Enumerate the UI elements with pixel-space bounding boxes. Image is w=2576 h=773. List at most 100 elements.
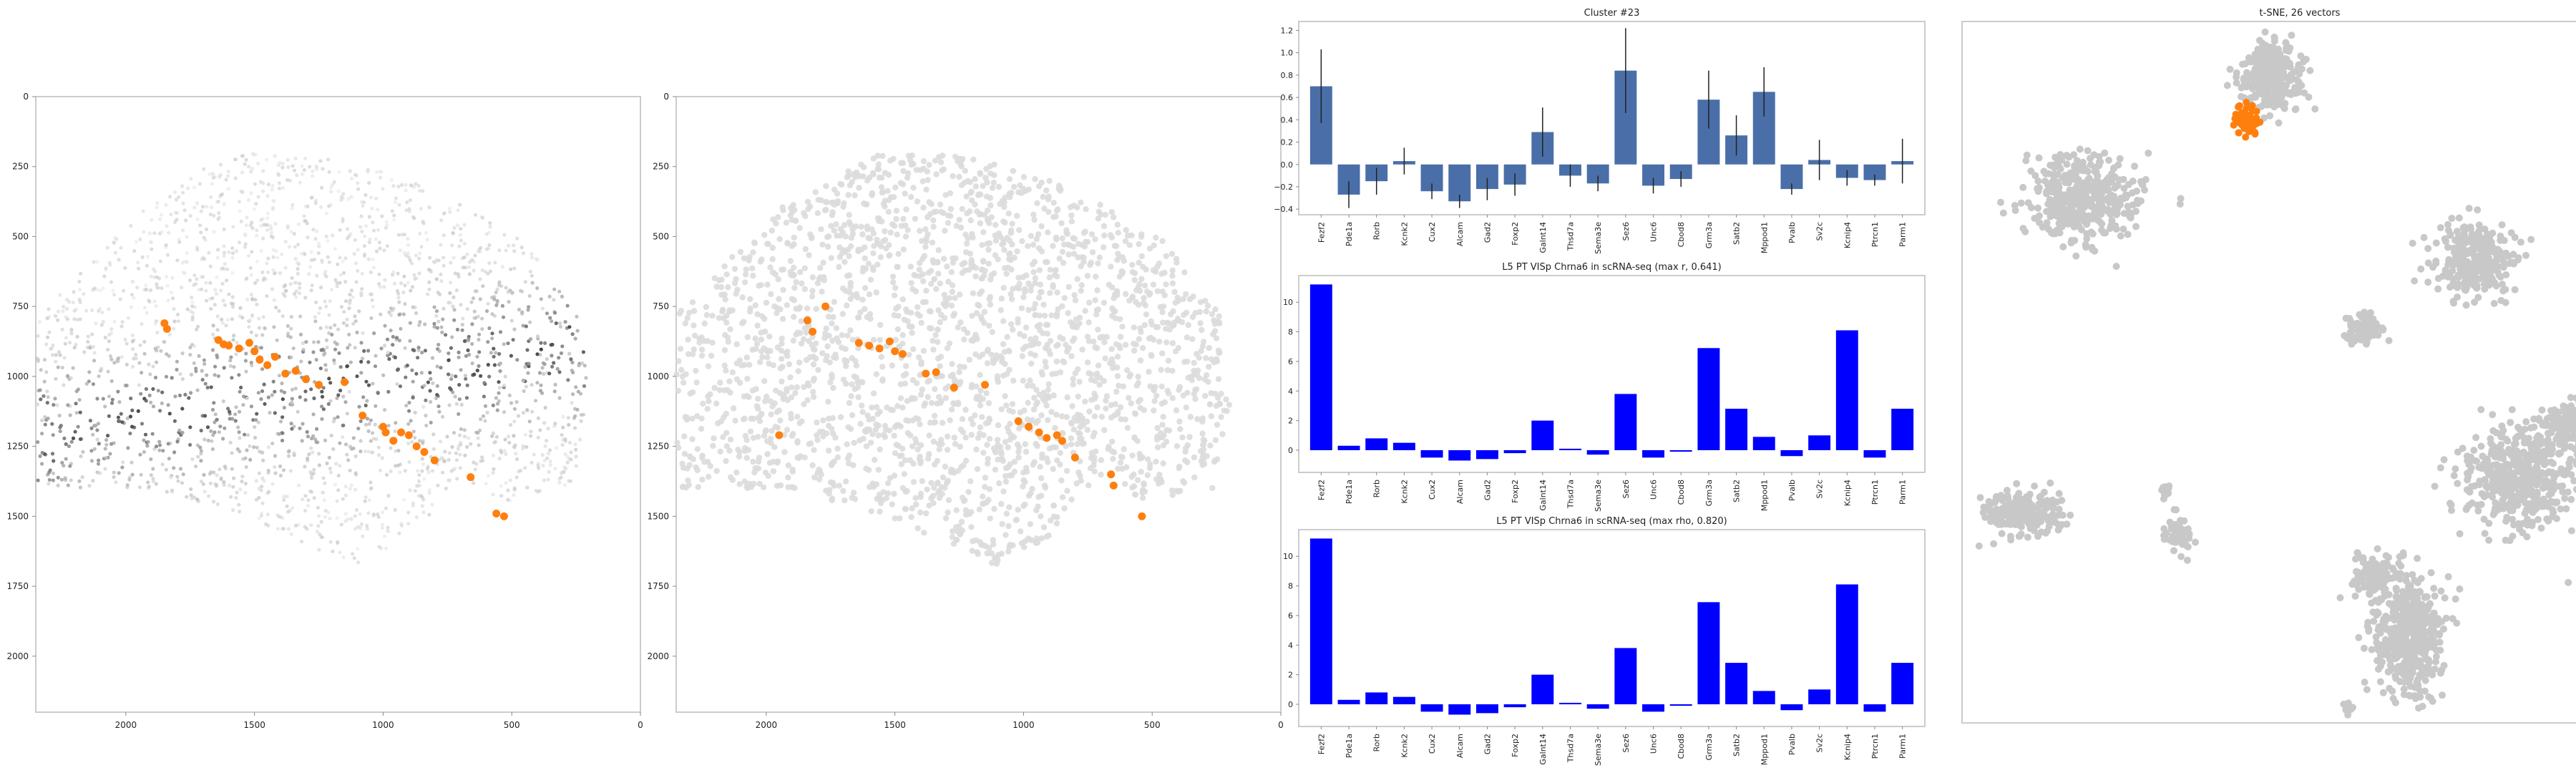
tissue-cell [1176,384,1184,390]
tissue-cell [155,201,160,205]
tissue-cell [840,247,847,253]
tissue-cell [1129,268,1136,276]
tissue-cell [1088,231,1096,238]
highlight-cell [1070,453,1079,462]
tissue-cell [189,487,193,492]
tissue-cell [804,305,811,311]
tissue-cell [435,364,439,369]
tissue-cell [166,403,170,407]
tissue-cell [1112,308,1118,315]
tissue-cell [1214,456,1221,462]
tissue-cell [899,404,906,411]
tissue-cell [820,259,826,266]
tissue-cell [1223,396,1229,403]
category-label: Sv2c [1815,734,1825,753]
tissue-cell [308,165,312,169]
tissue-cell [300,164,304,168]
tissue-cell [345,452,349,457]
tissue-cell [921,253,928,259]
tissue-cell [514,452,518,456]
tissue-cell [700,400,706,407]
tissue-cell [870,336,877,343]
category-label: Mppod1 [1760,734,1769,765]
tissue-cell [1156,339,1163,345]
tissue-cell [1088,449,1096,456]
tissue-cell [226,174,230,178]
tissue-cell [109,327,114,331]
tissue-cell [497,380,501,384]
tissue-cell [945,383,952,390]
tissue-cell [557,321,562,326]
tissue-cell [306,498,311,502]
bar [1752,437,1775,450]
tissue-cell [292,168,297,172]
tissue-cell [224,324,228,328]
tissue-cell [1090,433,1097,439]
tissue-cell [953,507,960,513]
category-label: Cbod8 [1677,734,1686,759]
category-label: Ptrcn1 [1870,222,1880,247]
tissue-cell [1129,452,1136,459]
tissue-cell [71,436,76,441]
tissue-cell [1205,379,1211,385]
tissue-cell [248,223,253,228]
tissue-cell [1061,359,1068,366]
tissue-cell [309,490,313,494]
tissue-cell [188,425,192,429]
tissue-cell [385,223,389,228]
tissue-cell [725,284,731,291]
tissue-cell [55,403,59,407]
tissue-cell [1011,468,1018,475]
tissue-cell [336,540,340,544]
tissue-cell [1025,280,1032,287]
tissue-cell [213,412,218,417]
tissue-cell [512,243,516,248]
tissue-cell [754,322,761,329]
highlight-cell [1058,437,1066,445]
tissue-cell [1123,367,1131,374]
tissue-cell [373,364,378,369]
tissue-cell [220,281,225,286]
tissue-cell [502,410,507,414]
tissue-cell [469,300,474,304]
highlight-cell [281,369,290,378]
tissue-cell [944,433,951,440]
tissue-cell [39,397,43,402]
highlight-cell [932,368,940,376]
tissue-cell [829,495,836,502]
tissue-cell [266,256,270,261]
tissue-cell [128,414,132,419]
tissue-cell [215,328,220,332]
tissue-cell [397,531,401,535]
tissue-cell [418,439,422,443]
tissue-cell [736,481,743,487]
tissue-cell [703,303,710,311]
category-label: Cux2 [1428,222,1437,242]
category-label: Alcam [1455,222,1465,246]
tissue-cell [932,386,938,392]
tissue-cell [861,200,867,207]
y-tick-label: 250 [653,162,669,172]
tissue-cell [942,394,950,402]
tissue-cell [746,394,752,401]
highlight-cell [412,442,421,451]
tissue-cell [273,471,278,475]
tissue-cell [199,230,203,235]
tissue-cell [367,498,371,502]
tissue-cell [420,504,424,508]
tissue-cell [674,439,680,446]
tissue-cell [345,317,349,321]
tissue-cell [180,184,185,188]
tissue-cell [522,411,526,415]
tissue-cell [61,309,65,313]
tissue-cell [1181,457,1189,464]
tissue-cell [817,265,824,271]
tissue-cell [376,515,381,520]
tissue-cell [282,497,286,502]
tissue-cell [406,510,411,515]
tissue-cell [434,313,439,319]
tissue-cell [718,291,725,298]
tissue-cell [335,396,339,400]
tissue-cell [852,386,859,392]
